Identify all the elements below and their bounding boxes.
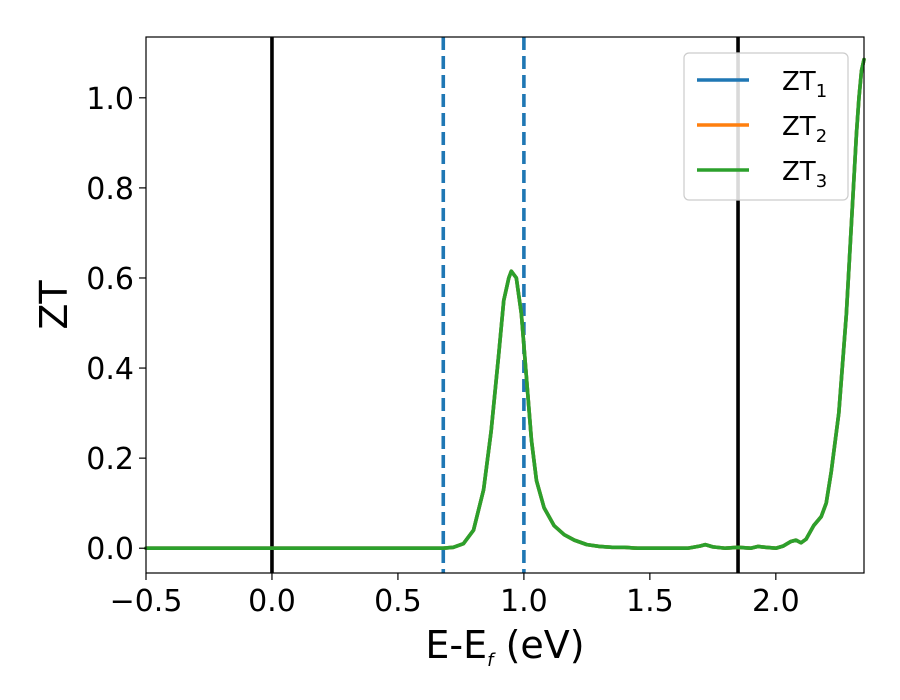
legend-entry-zt2: ZT2 bbox=[782, 112, 827, 147]
y-tick-label: 0.2 bbox=[86, 442, 134, 477]
x-tick-label: 0.5 bbox=[374, 584, 422, 619]
x-tick-label: 0.0 bbox=[248, 584, 296, 619]
x-tick-label: 2.0 bbox=[752, 584, 800, 619]
x-tick-label: 1.0 bbox=[500, 584, 548, 619]
y-tick-label: 0.4 bbox=[86, 352, 134, 387]
y-axis-label: ZT bbox=[32, 280, 76, 330]
legend-entry-zt3: ZT3 bbox=[782, 157, 827, 192]
legend-box bbox=[683, 52, 849, 201]
legend: ZT1 ZT2 ZT3 bbox=[683, 52, 849, 201]
x-axis-ticks: −0.5 0.0 0.5 1.0 1.5 2.0 bbox=[110, 573, 800, 619]
x-tick-label: −0.5 bbox=[110, 584, 183, 619]
x-axis-label: E-Ef (eV) bbox=[425, 623, 584, 671]
y-tick-label: 0.0 bbox=[86, 532, 134, 567]
legend-entry-zt1: ZT1 bbox=[782, 67, 827, 102]
x-tick-label: 1.5 bbox=[626, 584, 674, 619]
y-axis-ticks: 0.0 0.2 0.4 0.6 0.8 1.0 bbox=[86, 82, 146, 567]
plot-frame bbox=[145, 36, 865, 574]
series-lines bbox=[144, 57, 866, 551]
y-tick-label: 0.6 bbox=[86, 262, 134, 297]
series-line-zt3 bbox=[144, 57, 866, 551]
y-tick-label: 0.8 bbox=[86, 172, 134, 207]
y-tick-label: 1.0 bbox=[86, 82, 134, 117]
